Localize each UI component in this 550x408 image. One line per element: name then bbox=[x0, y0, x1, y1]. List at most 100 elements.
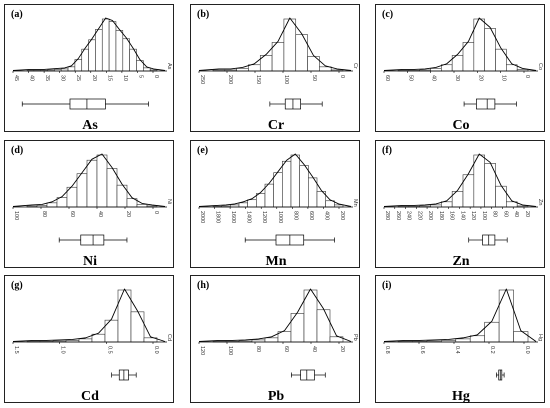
histogram-bar bbox=[46, 202, 58, 208]
element-name: As bbox=[82, 118, 98, 133]
histogram-bar bbox=[495, 185, 507, 208]
histogram-bar bbox=[495, 48, 507, 72]
histogram-bar bbox=[282, 160, 292, 208]
panel-label: (f) bbox=[382, 145, 392, 156]
panel-label: (h) bbox=[197, 280, 209, 291]
histogram-bar bbox=[130, 311, 145, 343]
x-tick-label: 80 bbox=[255, 346, 261, 352]
x-tick-label: 0.6 bbox=[419, 346, 425, 354]
x-tick-label: 120 bbox=[199, 346, 205, 355]
x-tick-label: 2000 bbox=[199, 211, 205, 223]
histogram-bar bbox=[295, 34, 308, 72]
histogram-bar bbox=[91, 333, 106, 343]
x-tick-label: 1400 bbox=[246, 211, 252, 223]
histogram-bar bbox=[513, 331, 529, 343]
axis-unit-label: Pb bbox=[352, 334, 358, 341]
x-tick-label: 15 bbox=[106, 75, 112, 81]
x-tick-label: 10 bbox=[122, 75, 128, 81]
element-name: Mn bbox=[266, 254, 287, 269]
histogram-bar bbox=[290, 313, 305, 343]
histogram-bar bbox=[469, 335, 485, 343]
axis-unit-label: Hg bbox=[537, 334, 543, 341]
x-tick-label: 30 bbox=[454, 75, 460, 81]
axis-unit-label: Ni bbox=[166, 199, 172, 204]
box-iqr bbox=[80, 234, 105, 246]
x-tick-label: 20 bbox=[524, 211, 530, 217]
x-tick-label: 0 bbox=[524, 75, 530, 78]
histogram-bar bbox=[122, 38, 130, 72]
histogram-bar bbox=[115, 30, 124, 72]
histogram-bar bbox=[108, 21, 117, 72]
x-tick-label: 180 bbox=[438, 211, 444, 220]
element-name: Cr bbox=[268, 118, 284, 133]
histogram-bar bbox=[473, 154, 485, 208]
histogram-svg: (a) 45 40 35 30 25 20 15 10 5 0 As As bbox=[11, 9, 172, 133]
x-tick-label: 60 bbox=[502, 211, 508, 217]
x-tick-label: 0.0 bbox=[524, 346, 530, 354]
histogram-svg: (f) 280 260 240 220 200 180 160 140 120 100 80 60 40 2… bbox=[382, 145, 543, 269]
panel-label: (d) bbox=[11, 145, 23, 156]
x-tick-label: 30 bbox=[60, 75, 66, 81]
x-tick-label: 60 bbox=[384, 75, 390, 81]
x-tick-label: 400 bbox=[323, 211, 329, 220]
x-tick-label: 40 bbox=[431, 75, 437, 81]
x-tick-label: 100 bbox=[481, 211, 487, 220]
density-curve bbox=[198, 17, 352, 71]
x-tick-label: 20 bbox=[91, 75, 97, 81]
histogram-bar bbox=[95, 29, 103, 72]
histogram-svg: (i) 0.8 0.6 0.4 0.2 0.0 Hg Hg bbox=[382, 280, 543, 404]
x-tick-label: 0 bbox=[153, 75, 159, 78]
x-tick-label: 200 bbox=[339, 211, 345, 220]
histogram-bar bbox=[316, 309, 331, 343]
element-name: Co bbox=[452, 118, 469, 133]
histogram-bar bbox=[264, 337, 279, 343]
histogram-bar bbox=[498, 289, 514, 343]
histogram-svg: (g) 1.5 1.0 0.5 0.0 Cd Cd bbox=[11, 280, 172, 404]
histogram-bar bbox=[117, 289, 132, 343]
x-tick-label: 0 bbox=[339, 75, 345, 78]
x-tick-label: 80 bbox=[492, 211, 498, 217]
x-tick-label: 50 bbox=[311, 75, 317, 81]
x-tick-label: 40 bbox=[97, 211, 103, 217]
panel-hg: (i) 0.8 0.6 0.4 0.2 0.0 Hg Hg bbox=[375, 275, 545, 404]
histogram-bar bbox=[248, 64, 261, 72]
histogram-bar bbox=[271, 42, 285, 72]
x-tick-label: 0.2 bbox=[489, 346, 495, 354]
x-tick-label: 100 bbox=[283, 75, 289, 84]
x-tick-label: 20 bbox=[477, 75, 483, 81]
x-tick-label: 0 bbox=[153, 211, 159, 214]
element-name: Ni bbox=[83, 254, 97, 269]
density-curve bbox=[12, 288, 166, 342]
histogram-svg: (b) 250 200 150 100 50 0 Cr Cr bbox=[197, 9, 358, 133]
axis-unit-label: Zn bbox=[537, 199, 543, 205]
element-name: Cd bbox=[81, 389, 99, 404]
x-tick-label: 1000 bbox=[277, 211, 283, 223]
x-tick-label: 200 bbox=[427, 211, 433, 220]
histogram-bar bbox=[238, 202, 248, 208]
x-tick-label: 35 bbox=[44, 75, 50, 81]
x-tick-label: 40 bbox=[513, 211, 519, 217]
x-tick-label: 20 bbox=[339, 346, 345, 352]
x-tick-label: 800 bbox=[292, 211, 298, 220]
panel-pb: (h) 120 100 80 60 40 20 Pb Pb bbox=[190, 275, 360, 404]
histogram-bar bbox=[247, 199, 257, 208]
panel-label: (g) bbox=[11, 280, 23, 291]
histogram-bar bbox=[441, 64, 453, 72]
x-tick-label: 20 bbox=[125, 211, 131, 217]
panel-as: (a) 45 40 35 30 25 20 15 10 5 0 As As bbox=[4, 4, 174, 133]
x-tick-label: 40 bbox=[311, 346, 317, 352]
x-tick-label: 1.0 bbox=[60, 346, 66, 354]
x-tick-label: 25 bbox=[75, 75, 81, 81]
density-curve bbox=[198, 153, 352, 207]
x-tick-label: 200 bbox=[227, 75, 233, 84]
x-tick-label: 0.8 bbox=[384, 346, 390, 354]
x-tick-label: 100 bbox=[227, 346, 233, 355]
panel-label: (a) bbox=[11, 9, 23, 20]
panel-mn: (e) 2000 1800 1600 1400 1200 1000 800 600 400 200 M… bbox=[190, 140, 360, 269]
histogram-bar bbox=[441, 201, 453, 208]
histogram-bar bbox=[264, 183, 274, 208]
x-tick-label: 260 bbox=[395, 211, 401, 220]
density-curve bbox=[198, 288, 352, 342]
histogram-bar bbox=[462, 42, 475, 72]
x-tick-label: 120 bbox=[470, 211, 476, 220]
